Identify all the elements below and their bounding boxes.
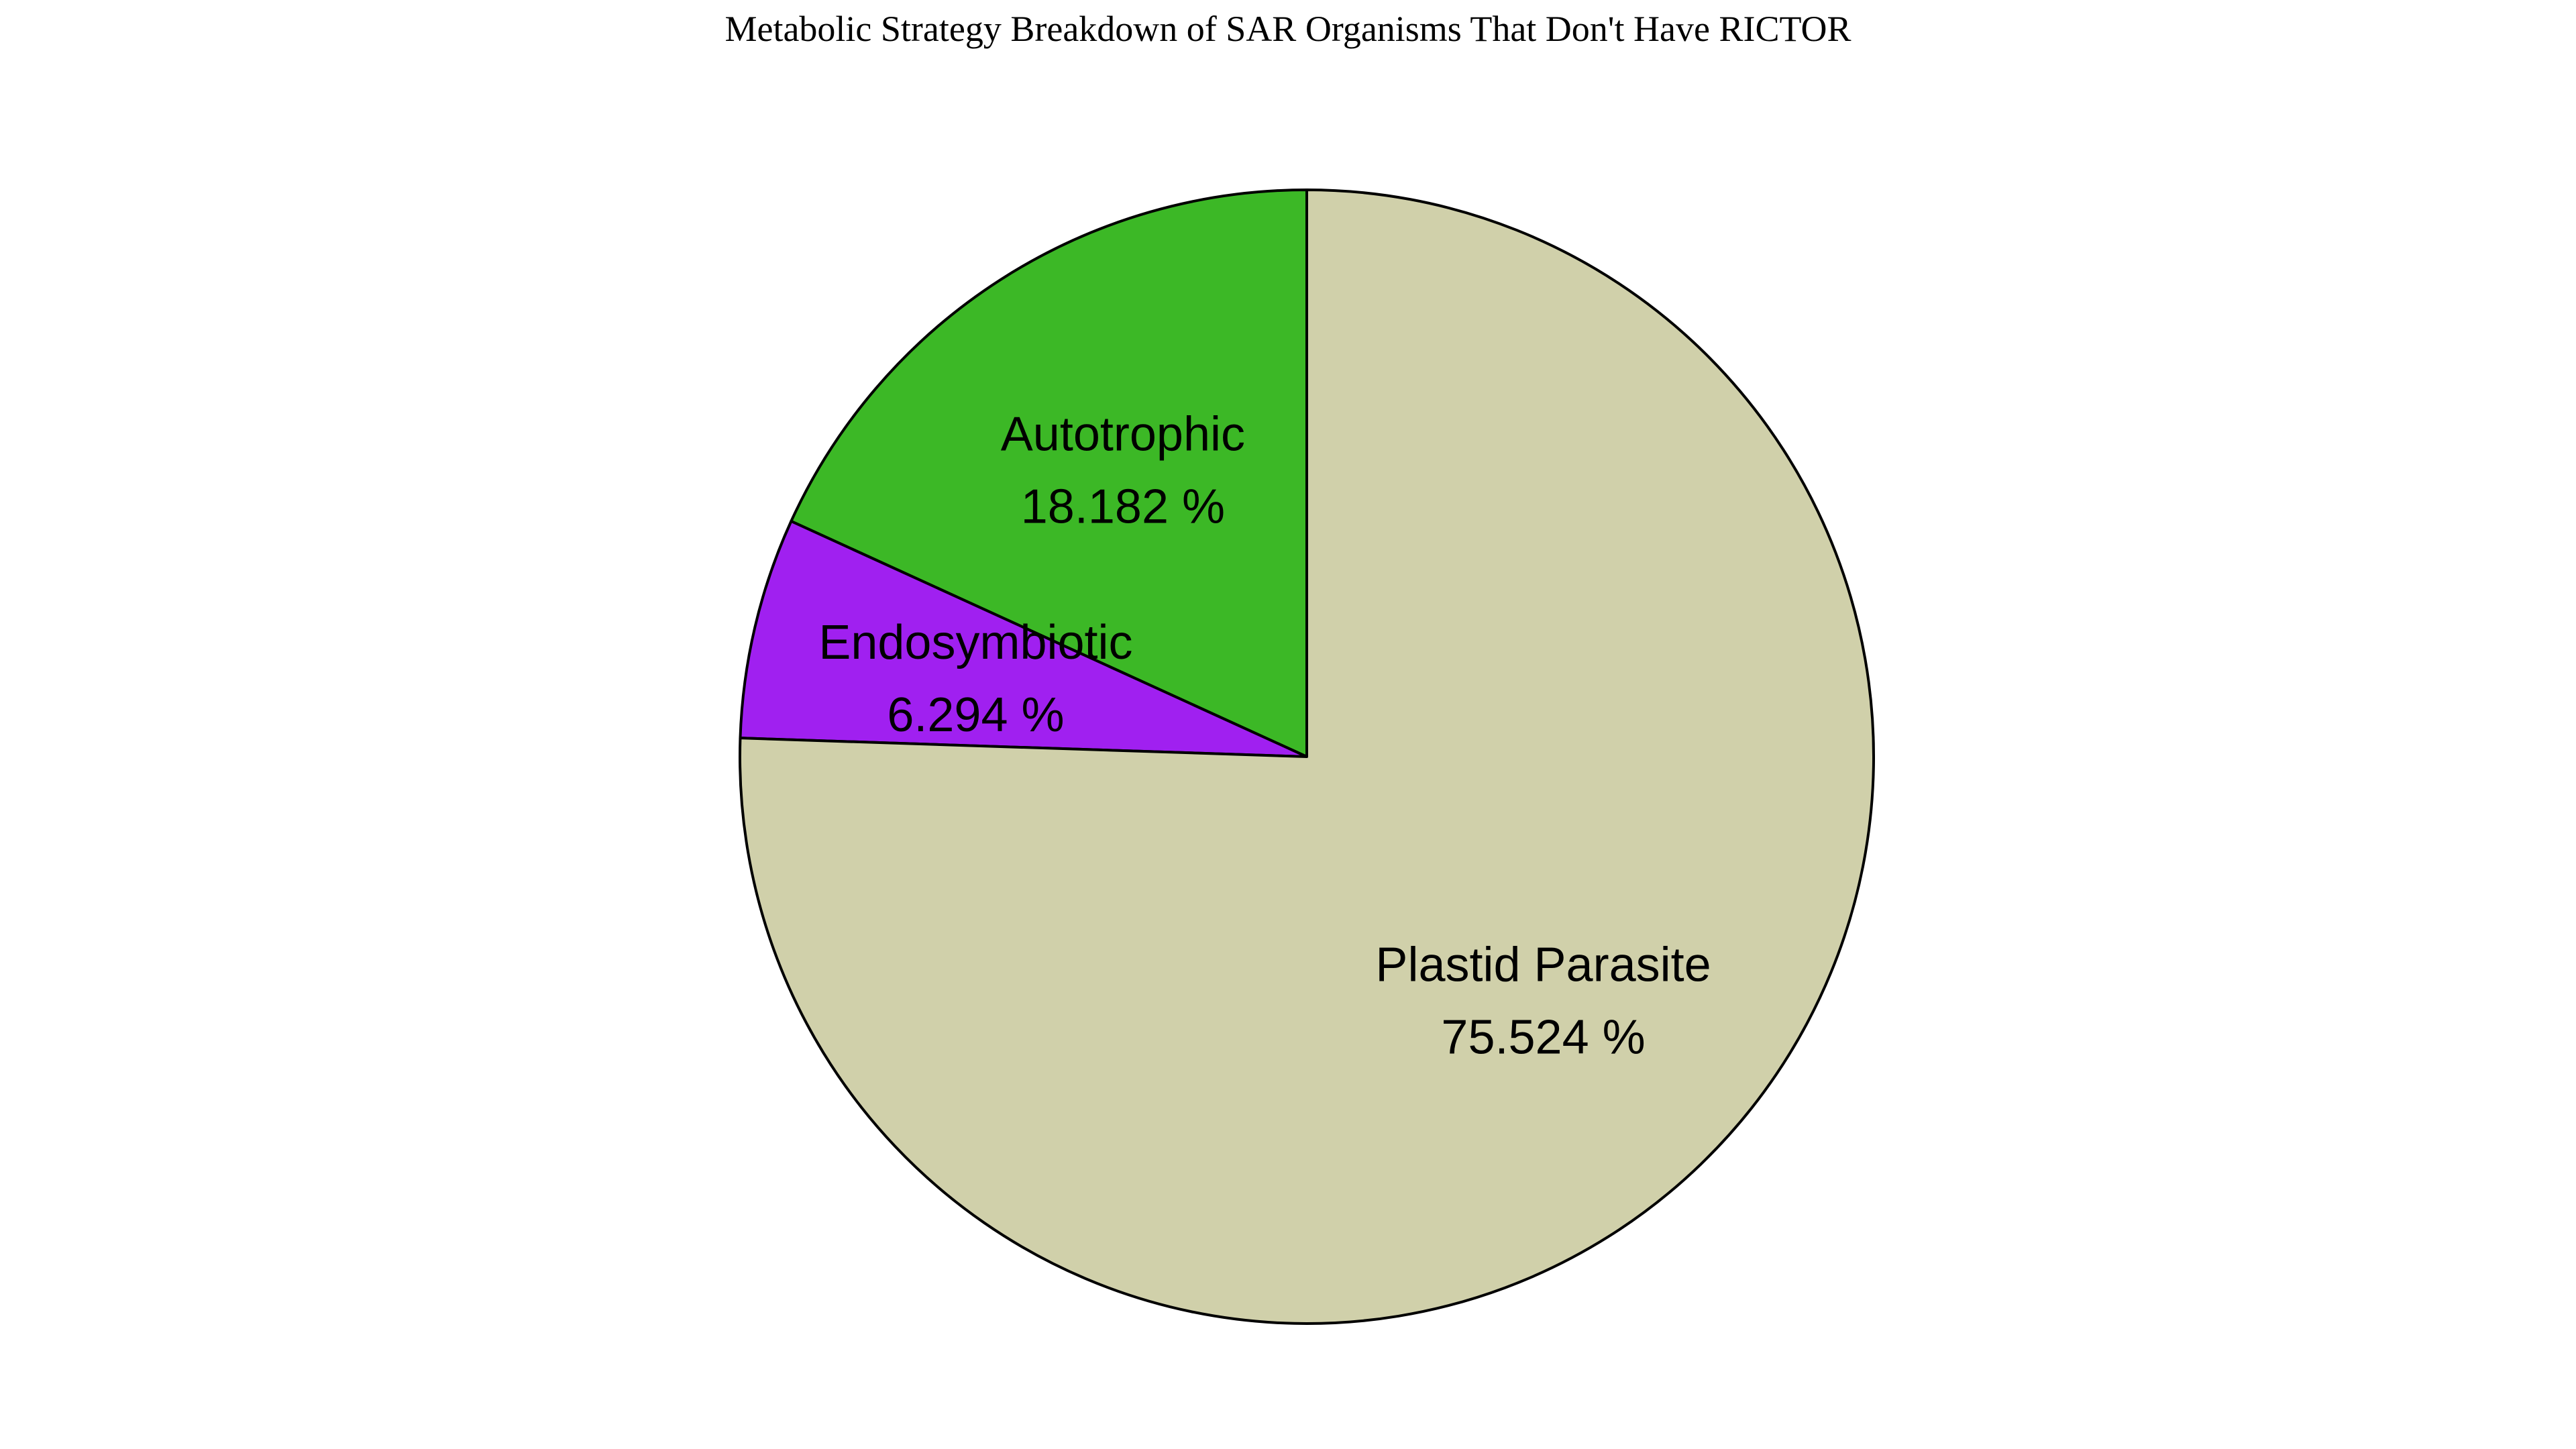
pie-labels: Autotrophic 18.182 % Endosymbiotic 6.294 % P… (818, 407, 1711, 1064)
slice-value-plastid-parasite: 75.524 % (1441, 1010, 1645, 1064)
slice-label-endosymbiotic: Endosymbiotic (818, 616, 1132, 669)
chart-title: Metabolic Strategy Breakdown of SAR Orga… (724, 9, 1851, 49)
slice-value-autotrophic: 18.182 % (1021, 480, 1225, 533)
pie-slice-plastid-parasite (739, 189, 1876, 1325)
pie-slices (739, 189, 1876, 1325)
pie-slice-autotrophic (790, 189, 1308, 758)
slice-value-endosymbiotic: 6.294 % (887, 688, 1064, 742)
pie-slice-endosymbiotic (739, 519, 1308, 758)
slice-label-plastid-parasite: Plastid Parasite (1375, 938, 1711, 991)
slice-label-autotrophic: Autotrophic (1001, 407, 1245, 461)
